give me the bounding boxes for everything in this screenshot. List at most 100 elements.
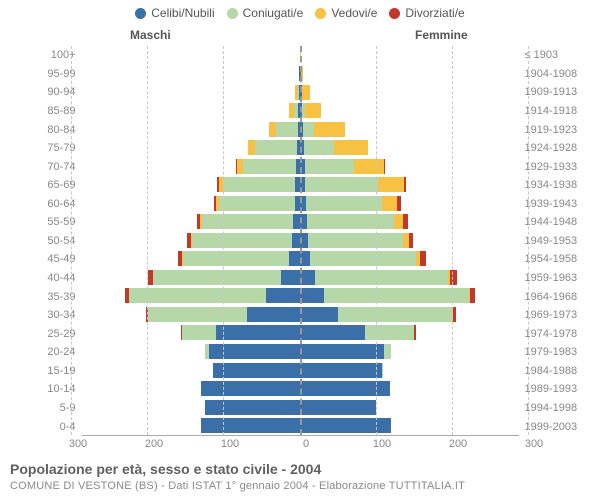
bar-segment-widowed bbox=[394, 214, 403, 229]
female-panel bbox=[300, 46, 519, 436]
gridline bbox=[71, 46, 72, 435]
age-label: 90-94 bbox=[18, 86, 76, 98]
year-label: 1934-1938 bbox=[525, 179, 583, 191]
age-label: 95-99 bbox=[18, 68, 76, 80]
age-label: 0-4 bbox=[18, 421, 76, 433]
bar-segment-married bbox=[310, 251, 416, 266]
bar-segment-divorced bbox=[397, 196, 401, 211]
legend-swatch bbox=[227, 8, 238, 19]
legend-label: Divorziati/e bbox=[405, 6, 464, 20]
year-label: 1959-1963 bbox=[525, 272, 583, 284]
legend-item: Divorziati/e bbox=[389, 6, 464, 20]
bar-row bbox=[300, 307, 519, 322]
legend-swatch bbox=[315, 8, 326, 19]
age-label: 5-9 bbox=[18, 402, 76, 414]
bar-row bbox=[300, 122, 519, 137]
age-label: 25-29 bbox=[18, 328, 76, 340]
bar-row bbox=[82, 270, 301, 285]
bar-row bbox=[300, 66, 519, 81]
legend-label: Vedovi/e bbox=[331, 6, 377, 20]
bar-segment-married bbox=[305, 177, 377, 192]
year-label: 1944-1948 bbox=[525, 216, 583, 228]
x-tick: 200 bbox=[449, 438, 467, 450]
age-label: 100+ bbox=[18, 49, 76, 61]
year-label: 1984-1988 bbox=[525, 365, 583, 377]
bar-segment-married bbox=[276, 122, 297, 137]
legend-swatch bbox=[389, 8, 400, 19]
age-label: 50-54 bbox=[18, 235, 76, 247]
year-label: 1974-1978 bbox=[525, 328, 583, 340]
bar-segment-single bbox=[201, 381, 300, 396]
bar-row bbox=[300, 344, 519, 359]
bar-row bbox=[82, 103, 301, 118]
age-label: 45-49 bbox=[18, 253, 76, 265]
age-label: 15-19 bbox=[18, 365, 76, 377]
bar-segment-single bbox=[266, 288, 300, 303]
bar-row bbox=[300, 196, 519, 211]
bar-segment-divorced bbox=[453, 307, 456, 322]
bar-row bbox=[300, 233, 519, 248]
bar-segment-married bbox=[303, 122, 314, 137]
bar-segment-widowed bbox=[305, 103, 322, 118]
x-tick: 300 bbox=[525, 438, 543, 450]
bar-row bbox=[300, 159, 519, 174]
age-label: 40-44 bbox=[18, 272, 76, 284]
bar-segment-divorced bbox=[384, 159, 385, 174]
bar-segment-married bbox=[182, 325, 216, 340]
center-axis-line bbox=[300, 46, 302, 435]
bar-row bbox=[82, 363, 301, 378]
bar-segment-married bbox=[307, 214, 394, 229]
legend-label: Coniugati/e bbox=[243, 6, 304, 20]
bar-segment-single bbox=[213, 363, 300, 378]
year-label: 1999-2003 bbox=[525, 421, 583, 433]
age-label: 60-64 bbox=[18, 198, 76, 210]
gridline bbox=[528, 46, 529, 435]
y-left-axis-title: Fasce di età bbox=[0, 190, 2, 250]
bar-row bbox=[82, 214, 301, 229]
bar-row bbox=[82, 159, 301, 174]
bar-row bbox=[300, 48, 519, 63]
year-label: 1949-1953 bbox=[525, 235, 583, 247]
age-label: 80-84 bbox=[18, 124, 76, 136]
bar-row bbox=[82, 233, 301, 248]
bar-segment-divorced bbox=[414, 325, 416, 340]
bar-segment-married bbox=[192, 233, 292, 248]
chart-title: Popolazione per età, sesso e stato civil… bbox=[10, 460, 590, 479]
age-label: 10-14 bbox=[18, 383, 76, 395]
bar-segment-widowed bbox=[248, 140, 256, 155]
bar-segment-married bbox=[365, 325, 414, 340]
bar-segment-married bbox=[308, 233, 403, 248]
year-label: 1989-1993 bbox=[525, 383, 583, 395]
gridline bbox=[452, 46, 453, 435]
male-panel bbox=[82, 46, 301, 436]
female-column-title: Femmine bbox=[415, 28, 468, 42]
bar-row bbox=[82, 66, 301, 81]
bar-segment-married bbox=[304, 140, 334, 155]
bar-segment-married bbox=[384, 344, 392, 359]
year-label: 1914-1918 bbox=[525, 105, 583, 117]
bar-row bbox=[300, 251, 519, 266]
bar-segment-widowed bbox=[314, 122, 344, 137]
population-pyramid-chart: Celibi/NubiliConiugati/eVedovi/eDivorzia… bbox=[0, 0, 600, 500]
bar-segment-single bbox=[300, 363, 382, 378]
x-tick: 0 bbox=[303, 438, 309, 450]
gridline bbox=[147, 46, 148, 435]
bar-segment-married bbox=[315, 270, 448, 285]
bar-segment-married bbox=[382, 363, 383, 378]
bar-row bbox=[300, 325, 519, 340]
year-label: ≤ 1903 bbox=[525, 49, 583, 61]
bar-segment-married bbox=[305, 159, 354, 174]
bar-row bbox=[82, 381, 301, 396]
legend-swatch bbox=[135, 8, 146, 19]
year-label: 1969-1973 bbox=[525, 309, 583, 321]
year-label: 1909-1913 bbox=[525, 86, 583, 98]
bar-row bbox=[82, 122, 301, 137]
bar-row bbox=[82, 140, 301, 155]
year-label: 1994-1998 bbox=[525, 402, 583, 414]
x-tick: 300 bbox=[69, 438, 87, 450]
bar-segment-divorced bbox=[420, 251, 426, 266]
bar-segment-single bbox=[292, 233, 300, 248]
bar-segment-married bbox=[223, 177, 295, 192]
bar-segment-married bbox=[153, 270, 281, 285]
year-label: 1919-1923 bbox=[525, 124, 583, 136]
